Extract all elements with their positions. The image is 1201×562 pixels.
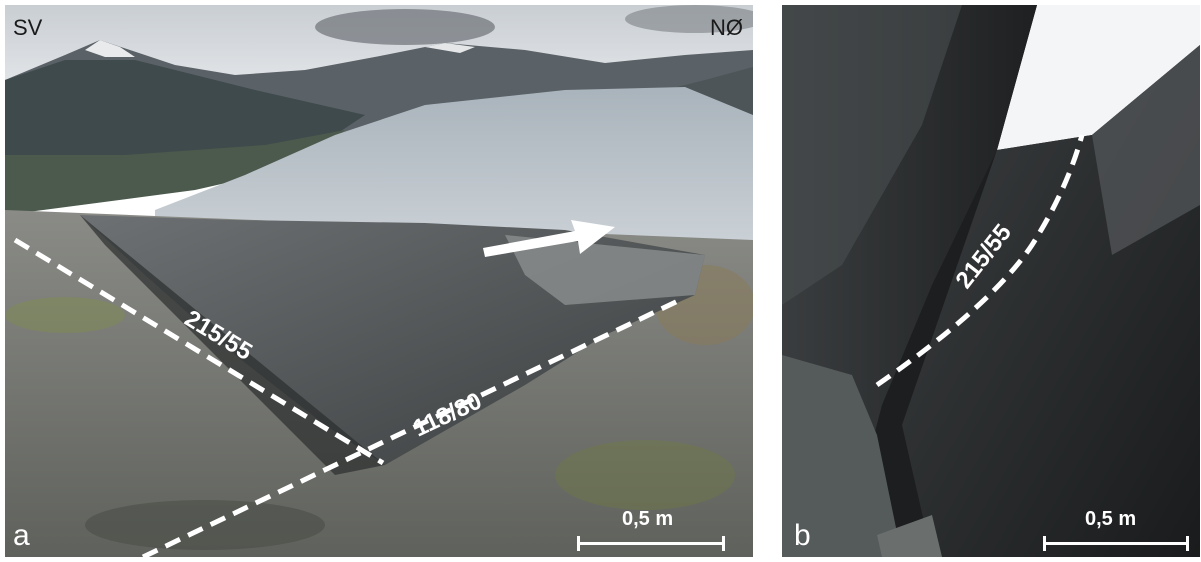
direction-label-no: NØ: [710, 15, 743, 40]
scale-bar-label: 0,5 m: [622, 508, 674, 530]
movement-arrow: [483, 220, 615, 257]
direction-label-sv: SV: [13, 15, 43, 40]
scale-bar: [1043, 536, 1189, 551]
panel-letter-b: b: [794, 519, 811, 552]
fracture-line-215-55: [13, 237, 385, 466]
panel-letter-a: a: [13, 519, 30, 552]
scale-bar-label: 0,5 m: [1085, 508, 1137, 530]
fjord-landscape-photo: 215/55 118/80: [5, 5, 753, 557]
photo-panel-b: 215/55 b 0,5 m: [782, 5, 1200, 557]
rock-cleft-photo: 215/55: [782, 5, 1200, 557]
photo-panel-a: 215/55 118/80 SV NØ a 0,5 m: [5, 5, 753, 557]
fracture-line-215-55: [875, 134, 1085, 388]
scale-bar: [577, 536, 725, 551]
